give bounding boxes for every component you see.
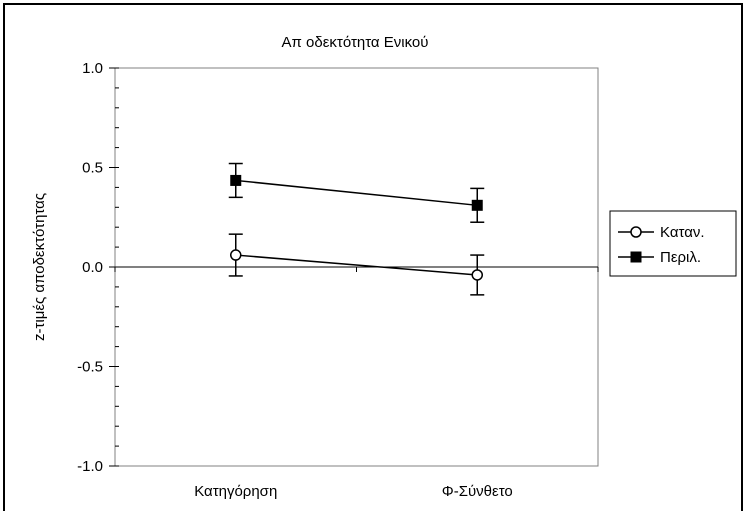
y-tick-label: -1.0 xyxy=(77,458,103,475)
series-layer xyxy=(228,162,485,296)
chart-title: Απ οδεκτότητα Ενικού xyxy=(282,34,429,51)
series-1 xyxy=(228,233,485,296)
data-point xyxy=(471,199,483,211)
legend-item: Περιλ. xyxy=(618,249,701,266)
x-tick-label: Φ-Σύνθετο xyxy=(442,483,513,500)
x-axis-tick-labels: Κατηγόρηση Φ-Σύνθετο xyxy=(194,483,513,500)
x-tick-label: Κατηγόρηση xyxy=(194,483,277,500)
data-point xyxy=(230,174,242,186)
legend-items: Καταν. Περιλ. xyxy=(618,224,705,266)
y-tick-label: 0.0 xyxy=(82,259,103,276)
y-axis-tick-labels: 1.0 0.5 0.0 -0.5 -1.0 xyxy=(77,60,103,475)
legend-marker xyxy=(630,251,642,263)
legend-label: Περιλ. xyxy=(660,249,701,266)
x-axis-ticks xyxy=(114,267,599,272)
legend-box xyxy=(609,210,737,277)
series-line xyxy=(235,179,478,207)
legend-item: Καταν. xyxy=(618,224,705,241)
y-tick-label: 0.5 xyxy=(82,160,103,177)
data-point xyxy=(471,269,483,281)
y-tick-label: 1.0 xyxy=(82,60,103,77)
legend-marker xyxy=(630,226,642,238)
series-2 xyxy=(228,162,485,223)
data-point xyxy=(230,249,242,261)
legend-label: Καταν. xyxy=(660,224,705,241)
y-axis-ticks xyxy=(109,67,119,467)
series-line xyxy=(235,254,478,276)
legend: Καταν. Περιλ. xyxy=(609,210,737,277)
y-axis-label: z-τιμές αποδεκτότητας xyxy=(31,193,48,341)
y-tick-label: -0.5 xyxy=(77,359,103,376)
